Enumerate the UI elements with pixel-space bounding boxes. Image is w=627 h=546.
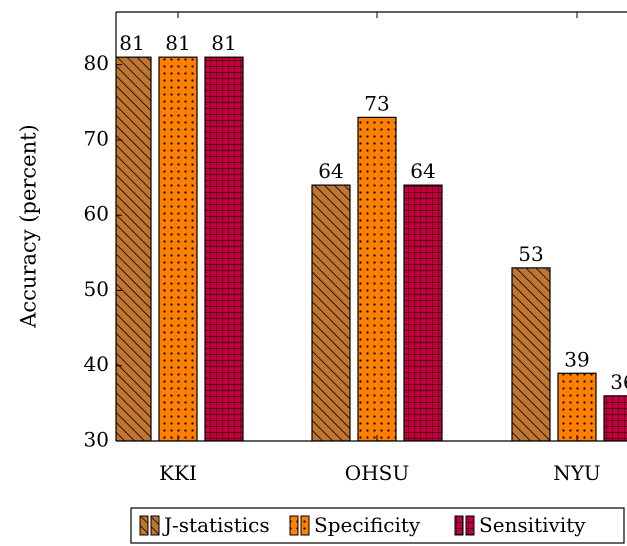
value-label: 73	[364, 91, 389, 115]
legend-label: J-statistics	[162, 513, 270, 537]
value-label: 64	[318, 159, 343, 183]
bar-kki-j-statistics	[116, 56, 152, 441]
legend-label: Sensitivity	[479, 513, 586, 537]
value-label: 81	[165, 31, 190, 55]
y-tick-label: 80	[84, 51, 109, 75]
legend-swatch	[289, 515, 299, 536]
y-tick-label: 60	[84, 202, 109, 226]
value-label: 53	[518, 242, 543, 266]
y-tick-label: 70	[84, 126, 109, 150]
y-tick-label: 30	[84, 428, 109, 452]
value-label: 36	[610, 370, 627, 394]
x-tick-label: KKI	[159, 461, 197, 485]
legend: J-statistics Specificity Sensitivity	[130, 507, 625, 544]
x-tick-label: OHSU	[345, 461, 409, 485]
legend-swatch	[150, 515, 160, 536]
bar-ohsu-specificity	[357, 116, 397, 441]
axes-group	[115, 11, 627, 442]
bar-ohsu-j-statistics	[311, 184, 351, 441]
y-ticks-group: 30 40 50 60 70 80	[84, 51, 122, 452]
legend-swatch	[139, 515, 149, 536]
legend-box	[130, 507, 625, 544]
value-label: 81	[211, 31, 236, 55]
legend-swatch	[454, 515, 464, 536]
bar-nyu-specificity	[557, 372, 597, 441]
bar-ohsu-sensitivity	[403, 184, 443, 441]
legend-label: Specificity	[314, 513, 421, 537]
y-tick-label: 40	[84, 352, 109, 376]
bar-nyu-sensitivity	[603, 395, 627, 441]
bar-kki-specificity	[158, 56, 198, 441]
value-label: 81	[119, 31, 144, 55]
legend-swatch	[465, 515, 475, 536]
value-labels-group: 81 81 81 64 73 64 53 39 36	[119, 31, 627, 394]
bar-kki-sensitivity	[204, 56, 244, 441]
x-ticks-group: KKI OHSU NYU	[159, 12, 601, 485]
value-label: 64	[410, 159, 435, 183]
x-tick-label: NYU	[553, 461, 601, 485]
bar-nyu-j-statistics	[511, 267, 551, 441]
y-axis-title: Accuracy (percent)	[17, 124, 41, 329]
legend-swatch	[300, 515, 310, 536]
y-tick-label: 50	[84, 277, 109, 301]
value-label: 39	[564, 347, 589, 371]
